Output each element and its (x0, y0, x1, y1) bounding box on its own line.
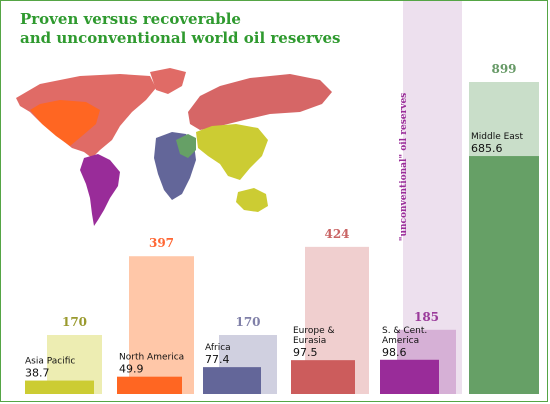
recoverable-value-label-north-america: 397 (149, 236, 174, 250)
map-region-middle-east (176, 134, 196, 158)
category-label-s-cent-america: S. & Cent. (382, 326, 427, 336)
proven-bars (25, 156, 539, 394)
map-region-south-america (80, 154, 120, 226)
proven-value-label-africa: 77.4 (205, 353, 230, 366)
chart-title-line-1: Proven versus recoverable (20, 10, 241, 28)
proven-bar-north-america (117, 376, 182, 394)
proven-bar-asia-pacific (25, 380, 94, 394)
proven-value-label-middle-east: 685.6 (471, 142, 503, 155)
category-label-africa: Africa (205, 343, 231, 353)
proven-value-label-s-cent-america: 98.6 (382, 346, 407, 359)
proven-bar-s-cent-america (380, 359, 439, 394)
recoverable-bar-north-america (129, 256, 194, 394)
world-map (16, 68, 332, 226)
proven-bar-middle-east (469, 156, 539, 394)
category-label-europe-eurasia: Europe & (293, 326, 335, 336)
proven-value-label-europe-eurasia: 97.5 (293, 346, 318, 359)
recoverable-value-label-africa: 170 (235, 315, 260, 329)
map-region-greenland (150, 68, 186, 94)
category-label-asia-pacific: Asia Pacific (25, 357, 75, 367)
map-region-asia-pacific (196, 124, 268, 180)
proven-value-label-north-america: 49.9 (119, 363, 144, 376)
map-region-australia (236, 188, 268, 212)
category-label-s-cent-america: America (382, 336, 419, 346)
proven-bar-europe-eurasia (291, 360, 355, 394)
recoverable-value-label-s-cent-america: 185 (414, 310, 439, 324)
unconventional-reserves-band (403, 0, 462, 394)
category-label-middle-east: Middle East (471, 132, 523, 142)
proven-value-label-asia-pacific: 38.7 (25, 367, 50, 380)
map-region-europe-eurasia (188, 74, 332, 130)
map-region-canada (30, 100, 100, 146)
chart-title-line-2: and unconventional world oil reserves (20, 29, 341, 47)
recoverable-value-label-europe-eurasia: 424 (324, 227, 349, 241)
category-label-north-america: North America (119, 353, 184, 363)
category-label-europe-eurasia: Eurasia (293, 336, 326, 346)
recoverable-value-label-asia-pacific: 170 (62, 315, 87, 329)
recoverable-value-label-middle-east: 899 (491, 62, 516, 76)
proven-bar-africa (203, 367, 261, 394)
